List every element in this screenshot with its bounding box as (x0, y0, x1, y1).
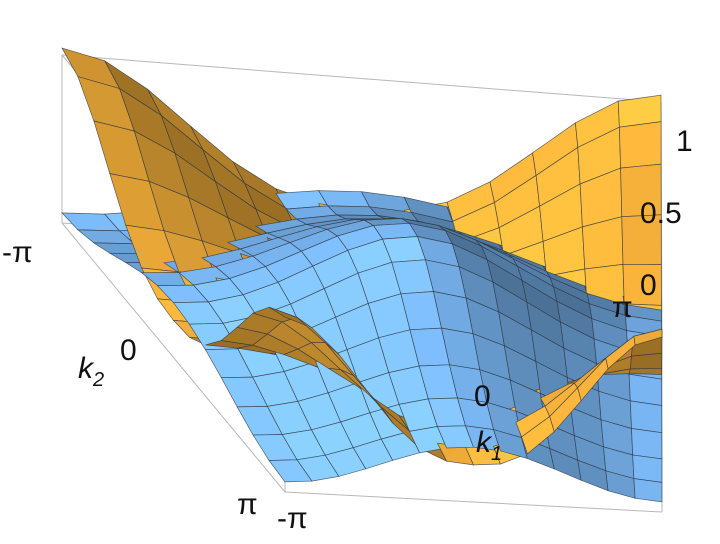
box-edge (284, 491, 663, 513)
y-axis-label: k2 (78, 352, 104, 391)
y-tick-label-0: -π (2, 236, 33, 269)
z-tick-label-1: 0.5 (640, 197, 682, 230)
x-tick-label-0: -π (277, 502, 308, 535)
upper-band-face (619, 121, 662, 169)
box-edge (61, 54, 662, 103)
surface-faces (61, 47, 663, 503)
lower-band-face (633, 478, 663, 503)
lower-band-face (628, 373, 663, 406)
x-tick-label-1: 0 (474, 380, 491, 413)
lower-band-face (629, 400, 663, 434)
x-tick-label-2: π (612, 291, 633, 324)
lower-band-face (631, 428, 663, 460)
x-axis-label: k1 (476, 426, 502, 465)
z-tick-label-2: 1 (676, 125, 693, 158)
z-tick-label-0: 0 (640, 269, 657, 302)
y-tick-label-2: π (237, 488, 258, 521)
lower-band-face (632, 454, 663, 483)
upper-band-face (296, 317, 340, 355)
y-tick-label-1: 0 (120, 334, 137, 367)
upper-band-face (633, 328, 663, 346)
box-edge (61, 222, 286, 493)
